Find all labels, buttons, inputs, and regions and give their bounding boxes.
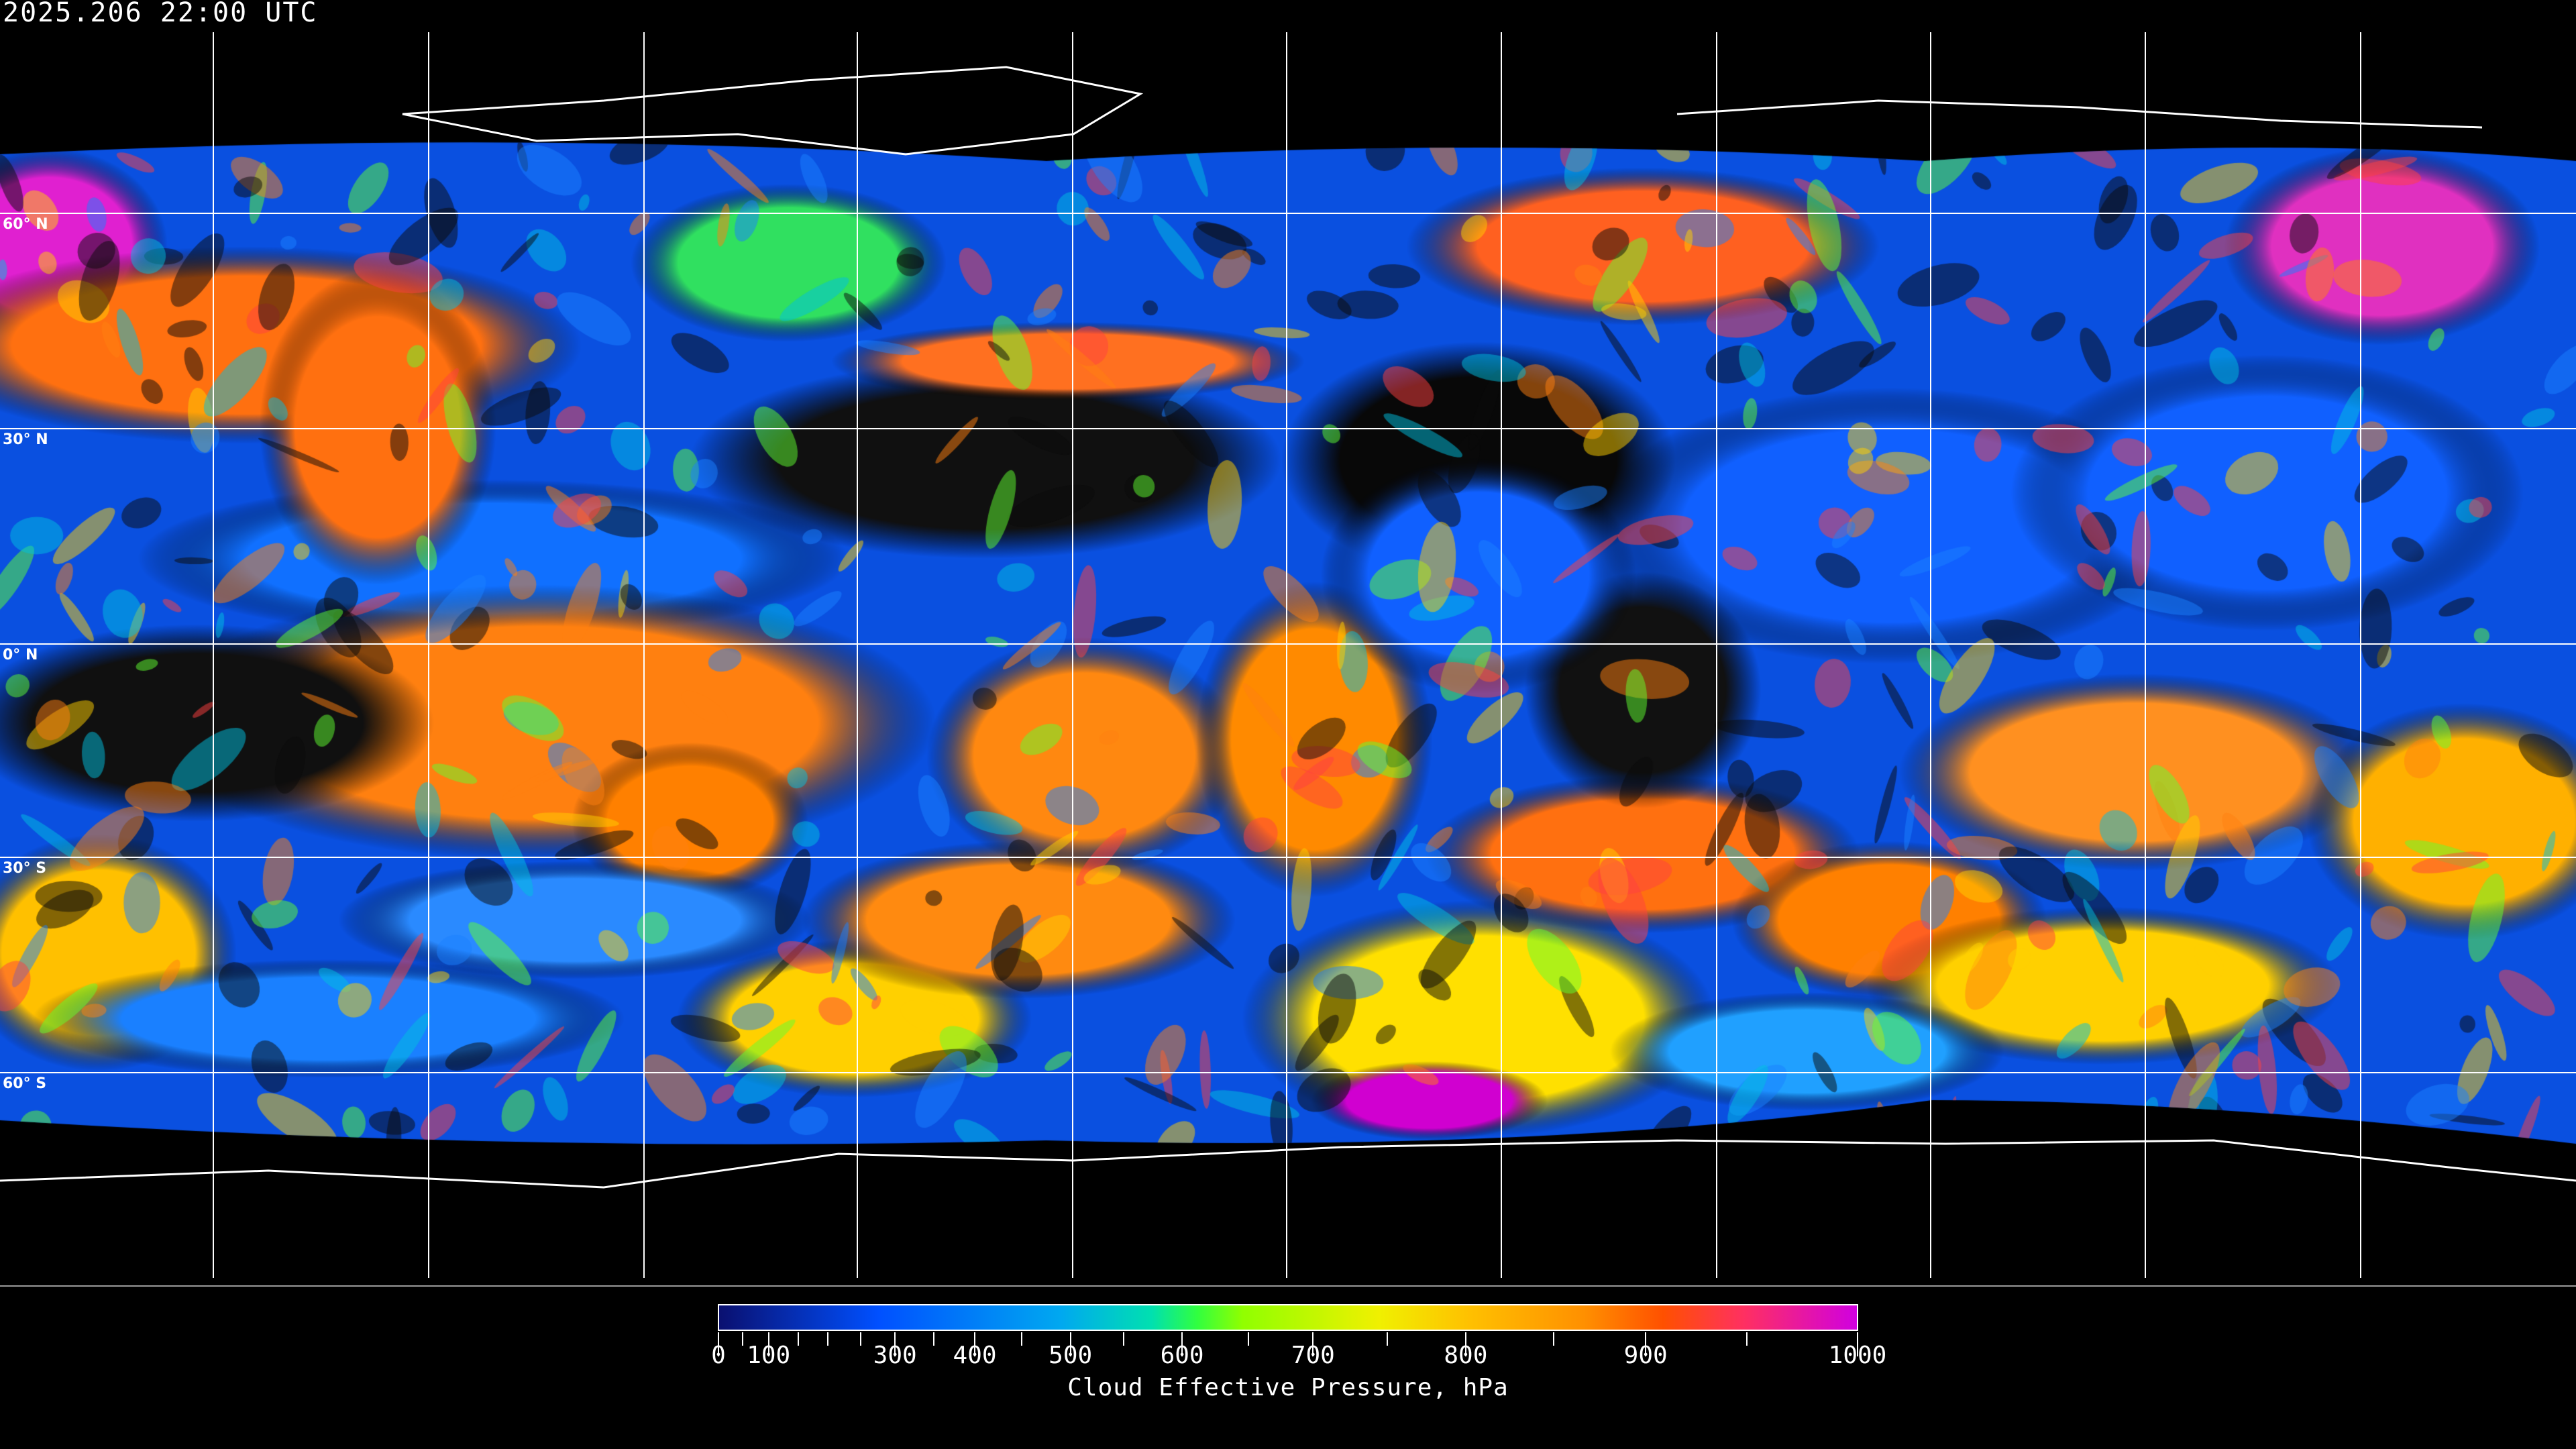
colorbar-minor-tick: [827, 1332, 828, 1346]
colorbar-major-tick: [718, 1332, 719, 1356]
lat-lon-grid: [0, 32, 2576, 1278]
colorbar-major-tick: [1181, 1332, 1183, 1356]
colorbar-minor-tick: [1552, 1332, 1554, 1346]
coastline-antarctica: [0, 1139, 2576, 1189]
colorbar-minor-tick: [1020, 1332, 1022, 1346]
colorbar-minor-tick: [1386, 1332, 1388, 1346]
colorbar-major-tick: [894, 1332, 896, 1356]
colorbar-minor-tick: [860, 1332, 862, 1346]
lat-label-30s: 30° S: [3, 860, 47, 877]
colorbar-tick-label: 800: [1444, 1342, 1488, 1369]
colorbar-minor-tick: [797, 1332, 799, 1346]
coastline-greenland: [402, 66, 1144, 156]
lat-label-60s: 60° S: [3, 1075, 47, 1092]
colorbar-minor-tick: [1746, 1332, 1748, 1346]
colorbar-minor-tick: [741, 1332, 743, 1346]
coastline-arctic-russia: [1676, 99, 2483, 129]
colorbar-minor-tick: [1123, 1332, 1125, 1346]
colorbar-tick-label: 600: [1160, 1342, 1204, 1369]
lat-label-0n: 0° N: [3, 647, 38, 663]
colorbar-tick-label: 700: [1291, 1342, 1335, 1369]
colorbar-major-tick: [1069, 1332, 1071, 1356]
colorbar-major-tick: [1312, 1332, 1314, 1356]
lat-label-30n: 30° N: [3, 431, 48, 448]
colorbar-tick-label: 500: [1049, 1342, 1093, 1369]
colorbar-major-tick: [767, 1332, 769, 1356]
colorbar-major-tick: [1857, 1332, 1858, 1356]
colorbar-tick-label: 100: [747, 1342, 791, 1369]
colorbar-tick-label: 0: [711, 1342, 726, 1369]
lat-label-60n: 60° N: [3, 216, 48, 233]
colorbar-major-tick: [1645, 1332, 1647, 1356]
colorbar-tick-label: 400: [953, 1342, 997, 1369]
colorbar-tick-label: 300: [873, 1342, 917, 1369]
colorbar: [718, 1304, 1858, 1331]
colorbar-tick-label: 900: [1623, 1342, 1668, 1369]
colorbar-major-tick: [974, 1332, 976, 1356]
timestamp-title: 2025.206 22:00 UTC: [3, 0, 318, 28]
colorbar-minor-tick: [1247, 1332, 1249, 1346]
colorbar-minor-tick: [932, 1332, 934, 1346]
colorbar-major-tick: [1464, 1332, 1466, 1356]
colorbar-tick-label: 1000: [1828, 1342, 1887, 1369]
colorbar-label: Cloud Effective Pressure, hPa: [1067, 1374, 1509, 1401]
